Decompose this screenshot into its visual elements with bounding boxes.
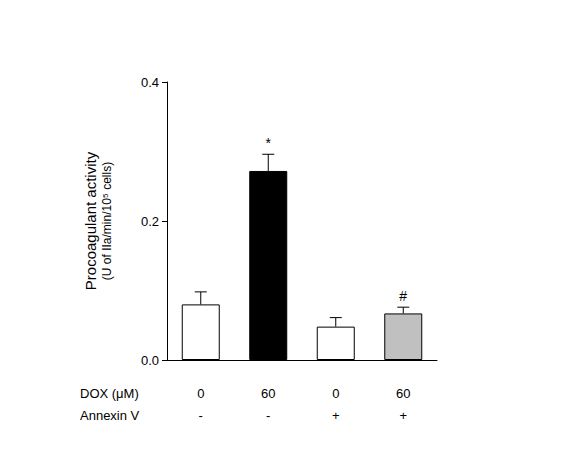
svg-text:+: + (332, 408, 340, 423)
svg-text:0.4: 0.4 (141, 75, 159, 90)
svg-text:+: + (399, 408, 407, 423)
svg-text:0.2: 0.2 (141, 214, 159, 229)
svg-text:-: - (266, 408, 270, 423)
svg-text:DOX (μM): DOX (μM) (80, 386, 139, 401)
svg-text:Procoagulant activity: Procoagulant activity (82, 151, 99, 290)
svg-text:-: - (199, 408, 203, 423)
svg-text:60: 60 (261, 386, 275, 401)
svg-text:60: 60 (396, 386, 410, 401)
svg-text:#: # (399, 288, 407, 304)
svg-text:0.0: 0.0 (141, 353, 159, 368)
svg-text:0: 0 (197, 386, 204, 401)
svg-text:(U of IIa/min/10⁵ cells): (U of IIa/min/10⁵ cells) (100, 162, 114, 280)
svg-text:*: * (266, 135, 272, 151)
svg-text:0: 0 (332, 386, 339, 401)
svg-text:Annexin V: Annexin V (80, 408, 140, 423)
